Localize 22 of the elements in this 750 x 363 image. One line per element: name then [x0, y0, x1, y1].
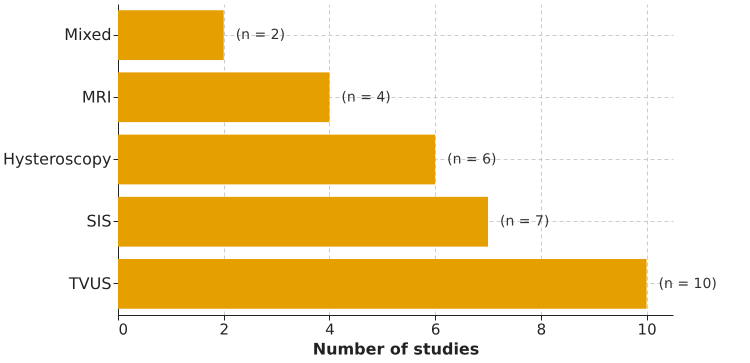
data-label: (n = 7) — [500, 214, 550, 230]
x-tick-label: 4 — [325, 320, 335, 338]
bar — [118, 134, 436, 184]
y-tick-label: Mixed — [64, 25, 112, 44]
bar — [118, 10, 224, 60]
x-axis-title: Number of studies — [312, 340, 480, 358]
y-tick-label: MRI — [82, 87, 112, 106]
x-tick-label: 0 — [118, 320, 128, 338]
y-tick-label: SIS — [86, 212, 112, 231]
bar — [118, 72, 330, 122]
data-label: (n = 10) — [658, 276, 717, 292]
data-label: (n = 4) — [341, 89, 391, 106]
bar — [118, 196, 488, 247]
bar — [118, 259, 647, 309]
x-tick-label: 10 — [638, 320, 657, 338]
y-tick-label: TVUS — [68, 274, 112, 293]
x-tick-label: 8 — [536, 320, 546, 338]
data-label: (n = 6) — [447, 152, 496, 168]
x-tick-label: 2 — [219, 320, 229, 338]
data-label: (n = 2) — [236, 27, 286, 44]
y-tick-label: Hysteroscopy — [2, 150, 112, 168]
x-tick-label: 6 — [430, 320, 440, 338]
